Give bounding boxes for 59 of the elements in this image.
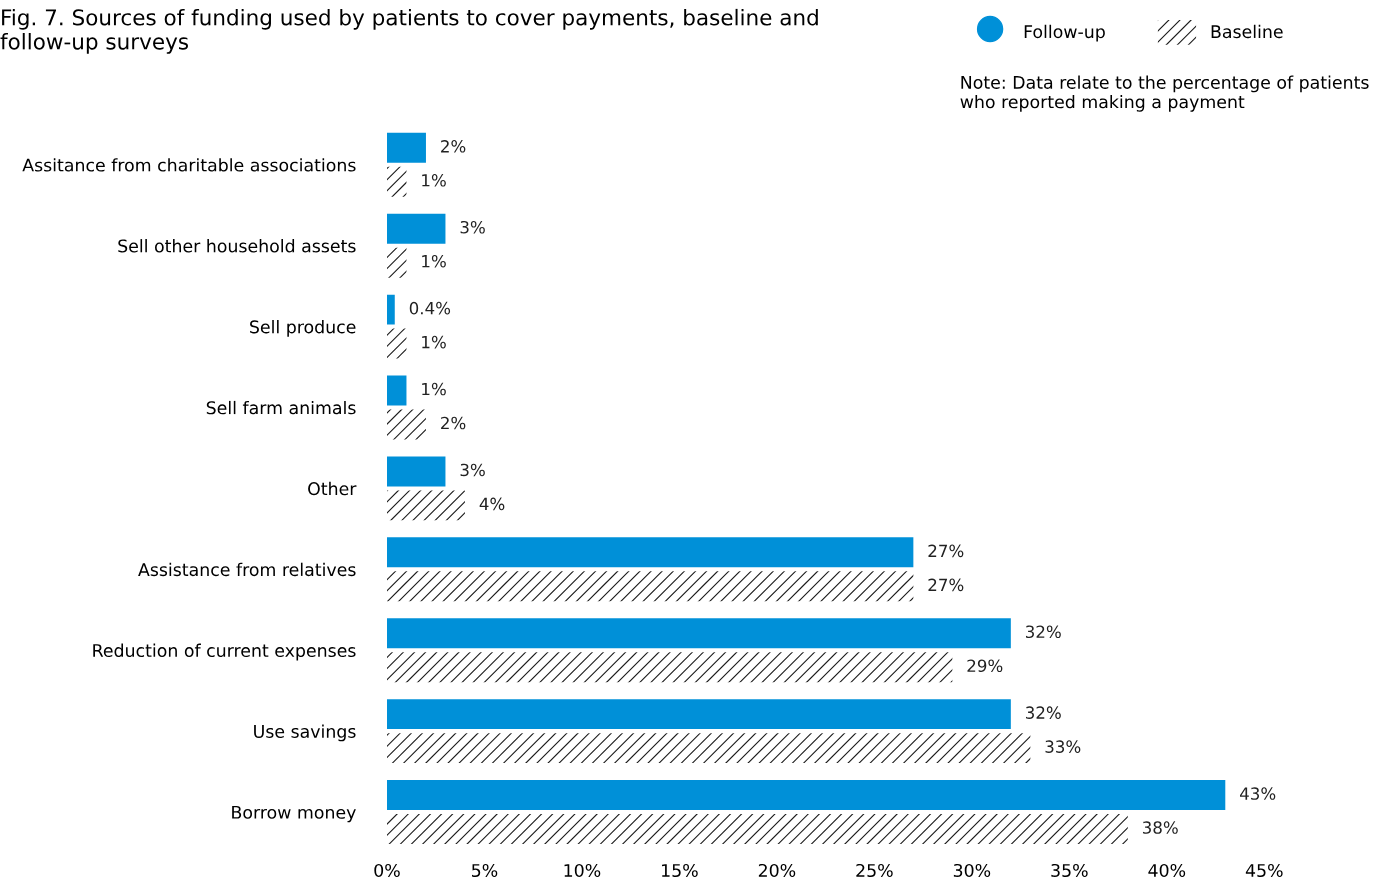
x-tick-label: 40% (1148, 863, 1186, 878)
bar (386, 733, 1031, 764)
y-tick-label: Assitance from charitable associations (22, 158, 356, 172)
y-tick-label: Sell produce (250, 319, 356, 337)
y-tick-label: Use savings (254, 724, 356, 742)
bar (386, 294, 395, 325)
data-label: 1% (422, 173, 446, 187)
bar (386, 456, 446, 487)
y-tick-label: Sell farm animals (206, 400, 356, 415)
bar (386, 652, 953, 683)
x-tick-label: 15% (662, 863, 698, 878)
data-label: 27% (928, 544, 964, 558)
x-tick-label: 45% (1245, 863, 1283, 878)
bar (386, 537, 914, 568)
data-label: 27% (928, 578, 964, 592)
x-tick-label: 30% (953, 863, 991, 878)
text: Note: Data relate to the percentage of patients who reported making a payment (960, 75, 1369, 112)
data-label: 29% (967, 659, 1003, 673)
chart-title: Fig. 7. Sources of funding used by patients to cover payments, baseline and follow-up surveys (0, 8, 818, 54)
y-tick-label: Assistance from relatives (138, 562, 356, 577)
data-label: 33% (1045, 740, 1081, 753)
data-label: 38% (1142, 821, 1178, 834)
data-label: 3% (460, 220, 485, 234)
bar (386, 571, 914, 602)
data-label: 0.4% (409, 301, 451, 315)
y-tick-label: Borrow money (232, 805, 356, 823)
data-label: 3% (460, 463, 485, 477)
y-tick-label: Reduction of current expenses (93, 643, 356, 661)
bar (386, 409, 426, 440)
data-label: 2% (441, 140, 466, 153)
bar (386, 166, 407, 197)
legend-label: Follow-up (1024, 24, 1105, 42)
x-tick-label: 35% (1051, 863, 1088, 878)
x-tick-label: 25% (856, 863, 893, 878)
y-tick-label: Sell other household assets (118, 239, 356, 253)
data-label: 2% (441, 416, 466, 430)
bar (386, 328, 407, 359)
data-label: 32% (1026, 625, 1061, 639)
data-label: 1% (422, 335, 446, 349)
bar (386, 780, 1226, 810)
x-tick-label: 0% (374, 863, 400, 878)
bar (386, 375, 407, 406)
data-label: 32% (1026, 706, 1061, 719)
x-tick-label: 20% (758, 863, 796, 878)
bar (386, 247, 407, 278)
bar (386, 132, 426, 163)
bar (386, 213, 446, 244)
bar (386, 490, 465, 521)
bar (386, 699, 1011, 730)
y-tick-label: Other (308, 481, 357, 496)
x-tick-label: 10% (564, 863, 601, 878)
data-label: 1% (422, 254, 446, 268)
legend-label: Baseline (1211, 24, 1283, 39)
data-label: 4% (479, 497, 505, 511)
data-label: 43% (1240, 787, 1276, 800)
bar (386, 618, 1011, 649)
bar (386, 814, 1128, 844)
x-tick-label: 5% (472, 863, 498, 878)
data-label: 1% (422, 382, 446, 396)
